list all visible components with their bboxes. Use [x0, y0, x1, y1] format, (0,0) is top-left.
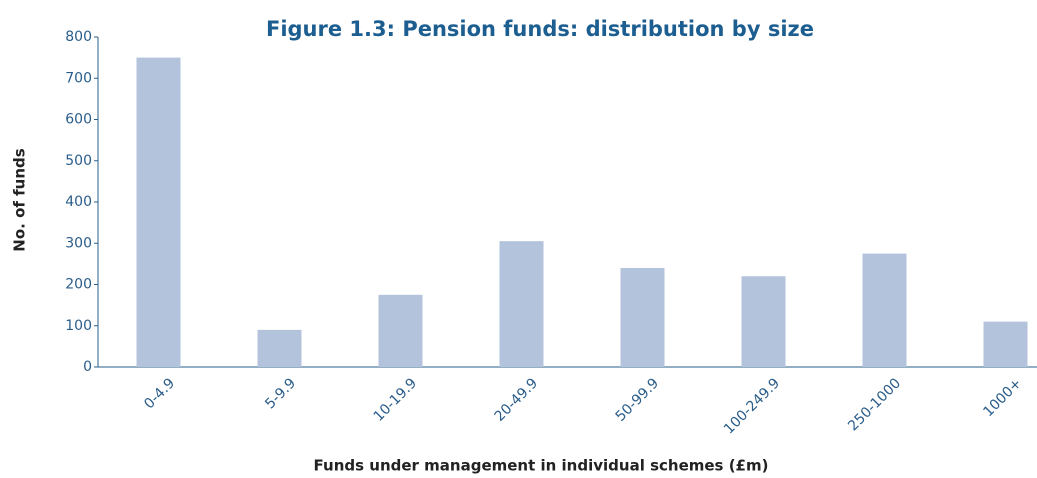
- bar: [257, 329, 302, 367]
- bar: [499, 241, 544, 367]
- bar: [620, 268, 665, 367]
- bar: [136, 57, 181, 367]
- y-tick-label: 100: [65, 318, 92, 334]
- bar: [983, 321, 1028, 367]
- x-tick-label: 1000+: [980, 375, 1025, 420]
- x-tick-label: 10-19.9: [371, 375, 421, 425]
- x-tick-label: 50-99.9: [613, 375, 663, 425]
- x-tick-label: 5-9.9: [262, 375, 299, 412]
- chart-title: Figure 1.3: Pension funds: distribution …: [266, 17, 814, 41]
- bar: [741, 276, 786, 367]
- y-tick-label: 300: [65, 235, 92, 251]
- y-tick-label: 0: [83, 359, 92, 375]
- x-tick-label: 20-49.9: [492, 375, 542, 425]
- x-tick-label: 100-249.9: [721, 375, 783, 437]
- y-tick-label: 500: [65, 153, 92, 169]
- y-tick-label: 800: [65, 29, 92, 45]
- y-tick-label: 200: [65, 277, 92, 293]
- x-tick-label: 250-1000: [845, 375, 904, 434]
- bar: [862, 253, 907, 367]
- x-axis-label: Funds under management in individual sch…: [314, 457, 769, 475]
- y-tick-label: 400: [65, 194, 92, 210]
- y-tick-label: 700: [65, 70, 92, 86]
- y-axis-label: No. of funds: [11, 148, 29, 251]
- bar: [378, 294, 423, 367]
- x-tick-label: 0-4.9: [141, 375, 178, 412]
- y-tick-label: 600: [65, 112, 92, 128]
